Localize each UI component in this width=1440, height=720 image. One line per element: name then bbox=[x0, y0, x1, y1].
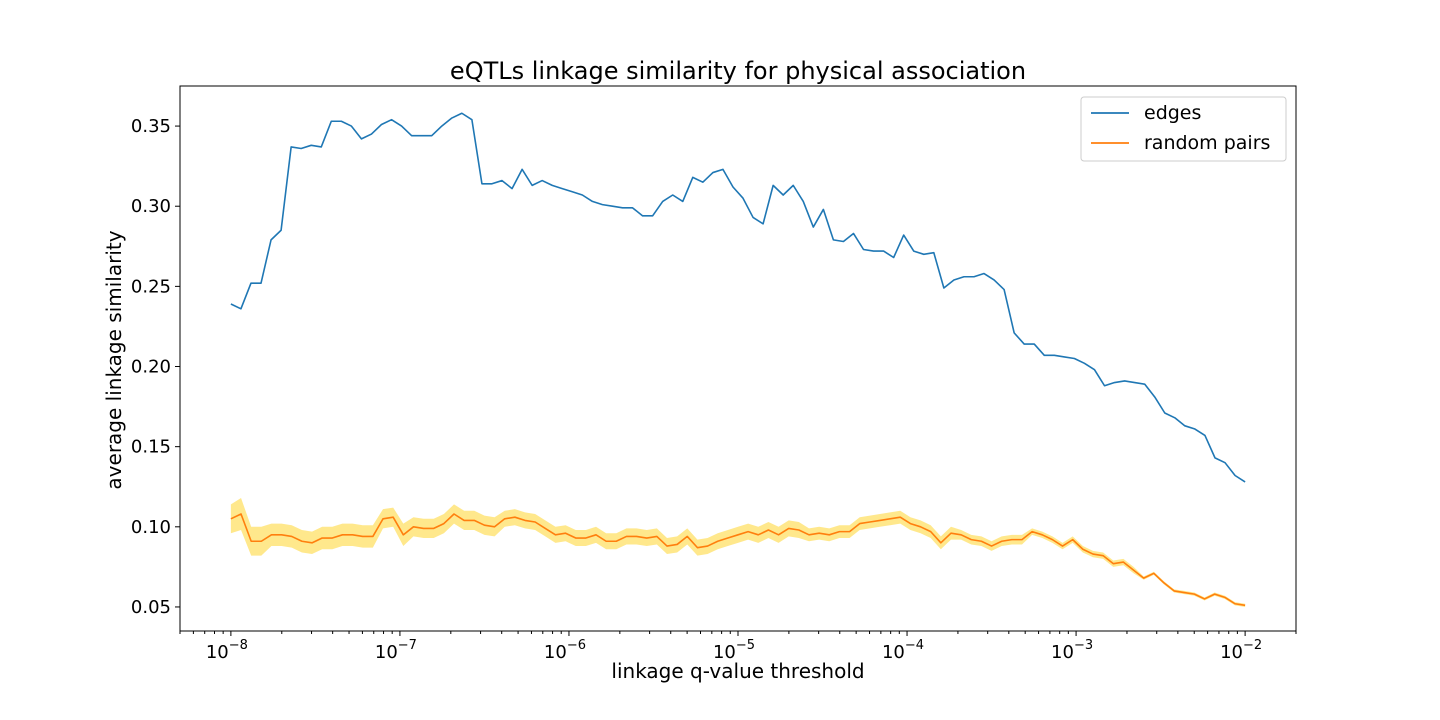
y-tick-label: 0.10 bbox=[131, 517, 171, 538]
legend-label: edges bbox=[1144, 102, 1201, 124]
x-tick-label: 10−5 bbox=[713, 638, 755, 663]
legend: edges random pairs bbox=[1080, 96, 1287, 162]
x-tick-label: 10−8 bbox=[206, 638, 248, 663]
y-axis: 0.05 0.10 0.15 0.20 0.25 0.30 0.35 bbox=[131, 116, 180, 618]
x-tick-label: 10−6 bbox=[544, 638, 586, 663]
series-line-1 bbox=[230, 513, 1246, 607]
x-tick-label: 10−2 bbox=[1220, 638, 1262, 663]
legend-box bbox=[1080, 96, 1287, 162]
y-tick-label: 0.30 bbox=[131, 196, 171, 217]
y-tick-label: 0.25 bbox=[131, 276, 171, 297]
y-axis-label: average linkage similarity bbox=[102, 230, 126, 489]
legend-label: random pairs bbox=[1144, 132, 1270, 154]
series-line-0 bbox=[230, 112, 1246, 483]
y-tick-label: 0.05 bbox=[131, 597, 171, 618]
x-axis: 10−8 10−7 10−6 10−5 10−4 10−3 10−2 bbox=[179, 631, 1297, 663]
chart-title: eQTLs linkage similarity for physical as… bbox=[450, 57, 1026, 85]
series-band-1 bbox=[230, 497, 1246, 607]
y-tick-label: 0.35 bbox=[131, 116, 171, 137]
x-tick-label: 10−7 bbox=[375, 638, 417, 663]
x-tick-label: 10−3 bbox=[1051, 638, 1093, 663]
x-axis-label: linkage q-value threshold bbox=[611, 659, 864, 683]
plot-frame bbox=[179, 85, 1297, 632]
y-tick-label: 0.15 bbox=[131, 437, 171, 458]
x-tick-label: 10−4 bbox=[882, 638, 924, 663]
y-tick-label: 0.20 bbox=[131, 357, 171, 378]
plot-area bbox=[230, 112, 1246, 607]
